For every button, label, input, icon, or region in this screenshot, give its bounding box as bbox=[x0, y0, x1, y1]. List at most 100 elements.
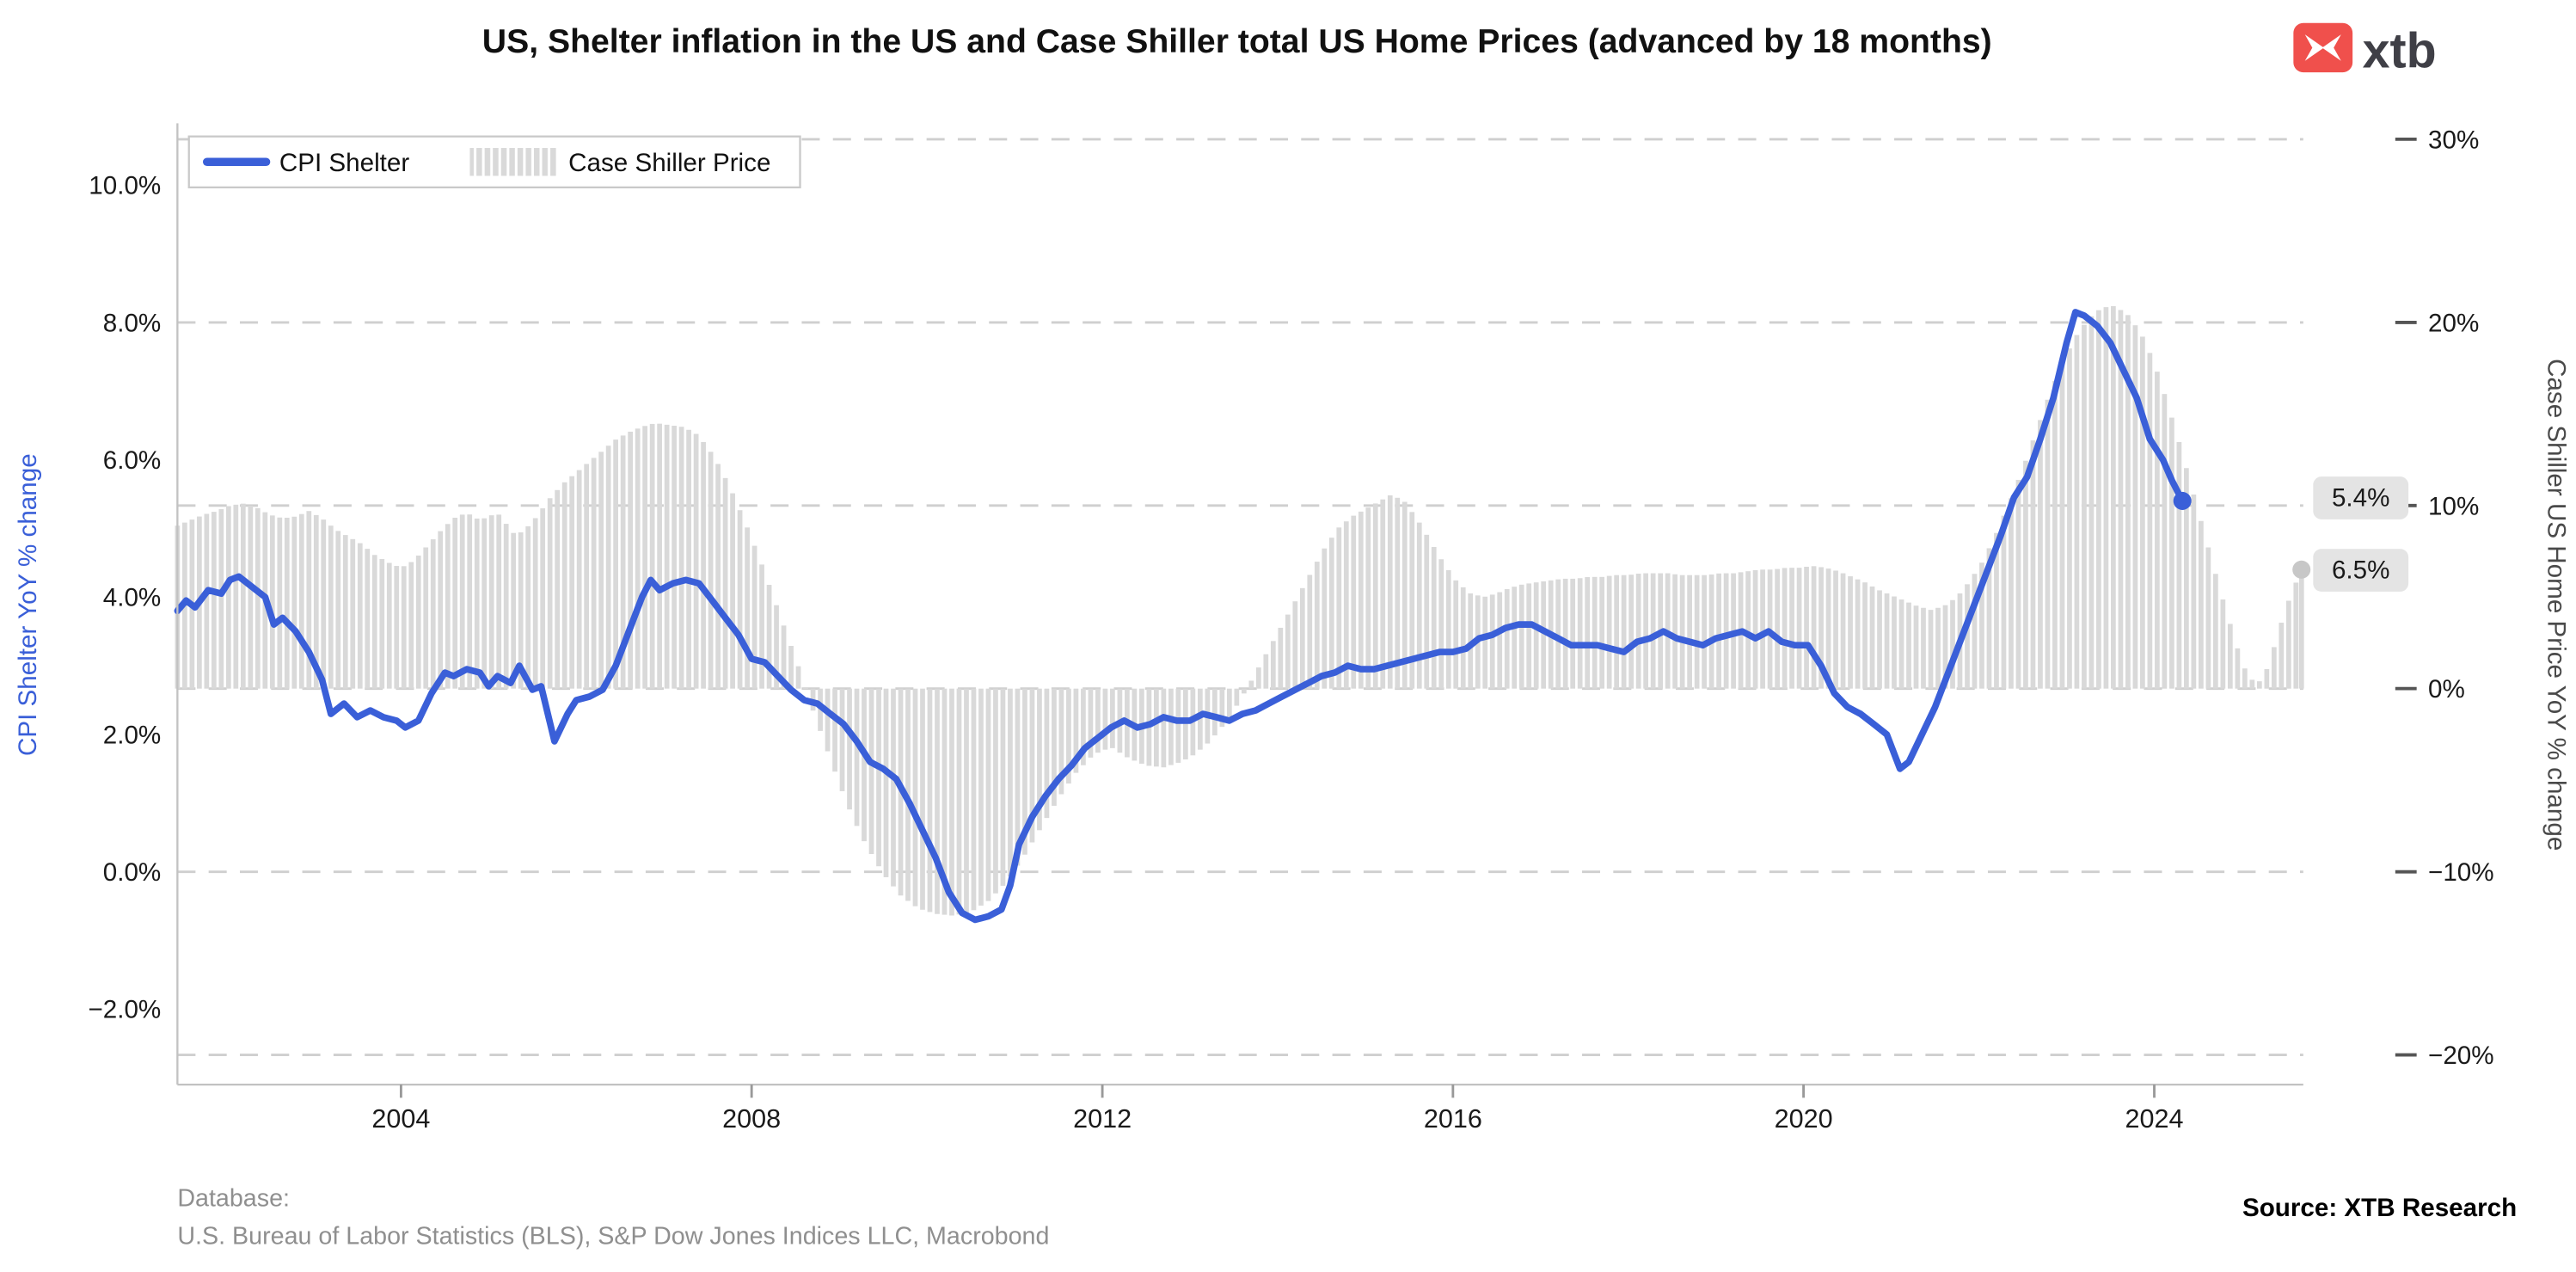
case-shiller-bar bbox=[1263, 654, 1269, 689]
case-shiller-bar bbox=[1314, 562, 1320, 689]
case-shiller-bar bbox=[415, 555, 421, 689]
xtb-logo-x-icon bbox=[2321, 34, 2341, 61]
case-shiller-bar bbox=[1197, 688, 1203, 750]
case-shiller-bar bbox=[1994, 532, 1999, 689]
y-tick-label-right: 0% bbox=[2428, 675, 2465, 704]
case-shiller-bar bbox=[1708, 574, 1714, 689]
case-shiller-bar bbox=[657, 423, 662, 689]
case-shiller-bar bbox=[1292, 601, 1298, 689]
case-shiller-bar bbox=[2023, 460, 2028, 689]
case-shiller-bar bbox=[1512, 587, 1518, 689]
case-shiller-bar bbox=[2074, 335, 2080, 689]
case-shiller-bar bbox=[1723, 573, 1729, 689]
case-shiller-bar bbox=[1270, 641, 1276, 689]
case-shiller-bar bbox=[847, 688, 852, 810]
y-tick-label-left: 0.0% bbox=[103, 858, 162, 887]
case-shiller-bar bbox=[328, 525, 334, 689]
ticks-layer: 10.0% 8.0% 6.0% 4.0% 2.0% 0.0% −2.0% 30% 20% 10% 0… bbox=[88, 126, 2493, 1133]
case-shiller-bar bbox=[1058, 688, 1064, 795]
case-shiller-bar bbox=[467, 514, 473, 689]
case-shiller-bar bbox=[2052, 380, 2058, 689]
case-shiller-bar bbox=[1541, 581, 1547, 689]
case-shiller-bar bbox=[941, 688, 948, 915]
case-shiller-bar bbox=[1102, 688, 1108, 750]
case-shiller-bar bbox=[745, 527, 750, 689]
case-shiller-bar bbox=[912, 688, 918, 906]
cs-end-dot bbox=[2292, 560, 2311, 579]
xtb-logo: xtb bbox=[2293, 22, 2437, 78]
case-shiller-bar bbox=[1950, 599, 1955, 689]
case-shiller-bar bbox=[1928, 610, 1934, 689]
case-shiller-bar bbox=[576, 470, 582, 689]
case-shiller-bar bbox=[379, 559, 385, 689]
left-axis-title: CPI Shelter YoY % change bbox=[14, 453, 42, 756]
case-shiller-bar bbox=[365, 549, 371, 689]
case-shiller-bars-layer bbox=[175, 305, 2304, 916]
case-shiller-bar bbox=[1343, 521, 1349, 689]
case-shiller-bar bbox=[2242, 668, 2248, 689]
case-shiller-bar bbox=[1533, 582, 1539, 689]
case-shiller-bar bbox=[1095, 688, 1101, 753]
case-shiller-bar bbox=[1183, 688, 1188, 760]
case-shiller-bar bbox=[1248, 680, 1254, 689]
case-shiller-bar bbox=[2264, 668, 2270, 689]
case-shiller-bar bbox=[832, 688, 837, 772]
legend: CPI Shelter Case Shiller Price bbox=[187, 135, 801, 189]
case-shiller-bar bbox=[1380, 499, 1386, 689]
case-shiller-bar bbox=[1307, 575, 1313, 689]
case-shiller-bar bbox=[1168, 688, 1174, 765]
case-shiller-bar bbox=[240, 503, 246, 689]
case-shiller-bar bbox=[1921, 607, 1926, 689]
case-shiller-bar bbox=[2205, 547, 2211, 689]
case-shiller-bar bbox=[2132, 325, 2138, 689]
case-shiller-bar bbox=[277, 517, 283, 689]
case-shiller-bar bbox=[2059, 362, 2065, 689]
case-shiller-bar bbox=[248, 506, 254, 689]
case-shiller-bar bbox=[1702, 575, 1707, 689]
x-tick-label: 2004 bbox=[371, 1104, 430, 1134]
case-shiller-bar bbox=[605, 446, 611, 689]
case-shiller-bar bbox=[342, 535, 348, 689]
case-shiller-bar bbox=[1431, 547, 1437, 689]
case-shiller-bar bbox=[1840, 573, 1846, 689]
case-shiller-bar bbox=[481, 518, 488, 689]
case-shiller-bar bbox=[1328, 538, 1334, 689]
case-shiller-bar bbox=[1570, 578, 1576, 689]
case-shiller-bar bbox=[1614, 575, 1620, 689]
case-shiller-bar bbox=[569, 476, 575, 689]
case-shiller-bar bbox=[664, 424, 670, 689]
case-shiller-bar bbox=[2155, 372, 2160, 689]
case-shiller-bar bbox=[1606, 575, 1612, 689]
case-shiller-bar bbox=[1694, 575, 1700, 689]
case-shiller-bar bbox=[1760, 569, 1765, 689]
case-shiller-bar bbox=[430, 539, 436, 689]
case-shiller-bar bbox=[1037, 688, 1042, 831]
case-shiller-bar bbox=[335, 531, 341, 689]
cs-last-value-badge: 6.5% bbox=[2313, 549, 2409, 592]
case-shiller-bar bbox=[540, 508, 546, 689]
y-tick-label-left: 10.0% bbox=[89, 172, 161, 200]
case-shiller-bar bbox=[452, 517, 458, 689]
case-shiller-bar bbox=[1972, 574, 1978, 689]
y-tick-label-right: 10% bbox=[2428, 492, 2479, 520]
case-shiller-bar bbox=[496, 514, 502, 689]
case-shiller-bar bbox=[971, 688, 977, 911]
case-shiller-bar bbox=[298, 513, 304, 689]
case-shiller-bar bbox=[1752, 569, 1758, 689]
case-shiller-bar bbox=[598, 452, 604, 689]
case-shiller-bar bbox=[1848, 576, 1853, 689]
case-shiller-bar bbox=[956, 688, 962, 915]
case-shiller-bar bbox=[284, 517, 290, 689]
case-shiller-bar bbox=[2162, 394, 2168, 689]
case-shiller-bar bbox=[2030, 440, 2036, 689]
gridlines-layer bbox=[177, 138, 2303, 1056]
case-shiller-bar bbox=[438, 531, 444, 689]
case-shiller-bar bbox=[751, 545, 757, 689]
case-shiller-bar bbox=[518, 532, 524, 689]
case-shiller-bar bbox=[708, 452, 714, 689]
case-shiller-bar bbox=[1621, 575, 1627, 689]
case-shiller-bar bbox=[613, 439, 619, 689]
case-shiller-bar bbox=[2088, 316, 2095, 689]
case-shiller-bar bbox=[825, 688, 831, 752]
case-shiller-bar bbox=[1497, 592, 1503, 689]
